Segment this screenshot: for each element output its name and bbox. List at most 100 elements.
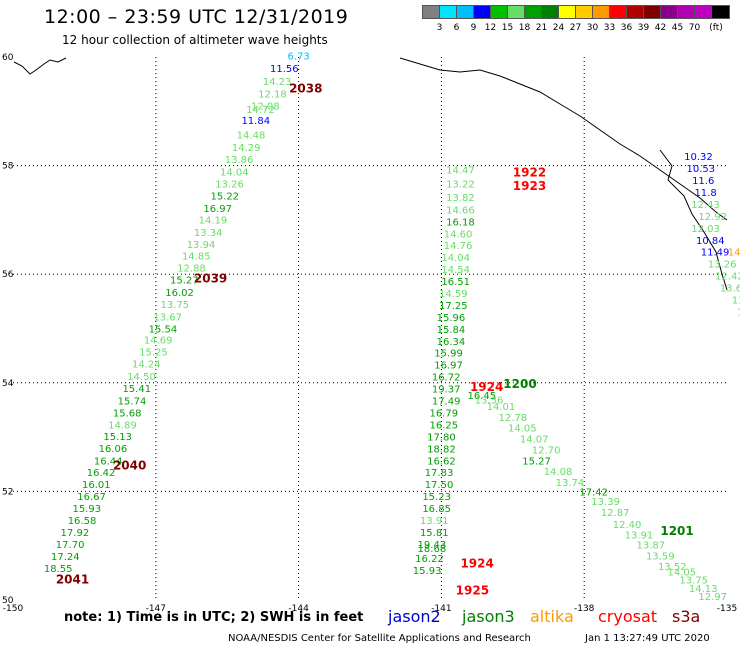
wave-height-value: 11.84 [241,116,270,127]
wave-height-value: 12.70 [532,445,561,456]
scale-label: 36 [620,23,633,33]
lon-label: -147 [146,604,166,614]
wave-height-value: 14.47 [446,166,475,177]
lat-label: 56 [2,270,14,280]
pass-time-label: 1924 [460,556,493,570]
wave-height-value: 14.72 [246,105,275,116]
wave-height-value: 6.73 [287,52,309,63]
scale-label: 45 [671,23,684,33]
wave-height-value: 16.42 [87,468,116,479]
legend-s3a: s3a [672,607,701,626]
scale-label: 24 [552,23,565,33]
wave-height-value: 13.34 [194,228,223,239]
wave-height-value: 12.18 [258,90,287,101]
wave-height-value: 14.54 [441,265,470,276]
wave-height-value: 16.62 [427,456,456,467]
wave-height-value: 15.68 [113,408,142,419]
pass-time-label: 1200 [503,377,536,391]
wave-height-value: 16.18 [446,217,475,228]
wave-height-value: 14.50 [127,372,156,383]
wave-height-value: 13.39 [591,497,620,508]
wave-height-value: 16.22 [415,554,444,565]
lat-label: 60 [2,53,14,63]
wave-height-value: 17.25 [439,301,468,312]
wave-height-value: 15.93 [72,504,101,515]
wave-height-value: 14.08 [544,467,573,478]
wave-height-value: 12.88 [177,263,206,274]
wave-height-value: 14.19 [199,216,228,227]
wave-height-value: 17.80 [427,432,456,443]
wave-height-value: 17.49 [432,397,461,408]
wave-height-value: 15.99 [434,349,463,360]
wave-height-value: 15.74 [118,397,147,408]
wave-height-value: 13.36 [475,395,504,406]
coastline-alaska [399,57,728,221]
lat-label: 52 [2,487,13,497]
wave-height-value: 14.89 [108,420,137,431]
legend-cryosat: cryosat [598,607,658,626]
wave-height-value: 11.8 [694,188,716,199]
wave-height-value: 18.55 [44,564,73,575]
wave-height-value: 11.6 [692,176,714,187]
wave-height-value: 17.42 [579,488,608,499]
wave-height-value: 16.01 [82,480,111,491]
wave-height-value: 19.43 [418,540,447,551]
wave-height-value: 13.94 [187,240,216,251]
pass-time-label: 2040 [113,459,146,473]
footer-note: note: 1) Time is in UTC; 2) SWH is in fe… [64,610,364,625]
wave-height-value: 15.25 [139,348,168,359]
scale-label: 39 [637,23,650,33]
wave-height-value: 16.72 [432,373,461,384]
scale-label: 42 [654,23,667,33]
wave-height-value: 13.87 [637,540,666,551]
legend-jason2: jason2 [388,607,441,626]
scale-swatch [711,5,730,19]
lat-label: 50 [2,596,14,606]
wave-height-value: 15.84 [437,325,466,336]
lon-label: -141 [431,604,451,614]
pass-time-label: 2038 [289,81,322,95]
wave-height-value: 14.48 [237,130,266,141]
wave-height-value: 13.59 [646,551,675,562]
pass-time-label: 1923 [513,179,546,193]
wave-height-value: 12.92 [698,212,727,223]
wave-height-value: 15.81 [420,528,449,539]
wave-height-value: 17.70 [56,540,85,551]
scale-label: 27 [569,23,582,33]
lon-label: -135 [717,604,737,614]
wave-height-value: 16.02 [165,288,194,299]
wave-height-value: 16.97 [203,204,232,215]
pass-time-label: 1925 [456,584,489,598]
wave-height-value: 14.04 [441,253,470,264]
wave-height-value: 13.91 [625,531,654,542]
scale-label: 6 [453,23,460,33]
credit-text: NOAA/NESDIS Center for Satellite Applica… [228,633,531,644]
wave-height-value: 14.13 [689,584,718,595]
wave-height-value: 10.32 [684,152,713,163]
scale-label: 21 [535,23,548,33]
wave-height-value: 13.52 [658,562,687,573]
wave-height-value: 16.06 [99,444,128,455]
wave-height-value: 12.40 [613,520,642,531]
legend-altika: altika [530,607,574,626]
generated-timestamp: Jan 1 13:27:49 UTC 2020 [585,633,710,644]
wave-height-value: 12.42 [715,272,740,283]
wave-height-value: 12.08 [251,102,280,113]
wave-height-value: 17.92 [61,528,90,539]
page-subtitle: 12 hour collection of altimeter wave hei… [62,33,328,47]
wave-height-value: 15.22 [210,191,239,202]
wave-height-value: 14.01 [487,402,516,413]
coastline-west [13,57,67,75]
wave-height-value: 17.50 [425,480,454,491]
scale-label: 15 [501,23,514,33]
wave-height-value: 13.86 [225,155,254,166]
wave-height-value: 16.51 [441,277,470,288]
pass-time-label: 1201 [660,524,693,538]
wave-height-value: 14.24 [132,360,161,371]
wave-height-value: 14.23 [263,77,292,88]
scale-label: 33 [603,23,616,33]
wave-height-value: 13.26 [215,179,244,190]
wave-height-value: 15.23 [422,492,451,503]
wave-height-value: 14.05 [667,568,696,579]
